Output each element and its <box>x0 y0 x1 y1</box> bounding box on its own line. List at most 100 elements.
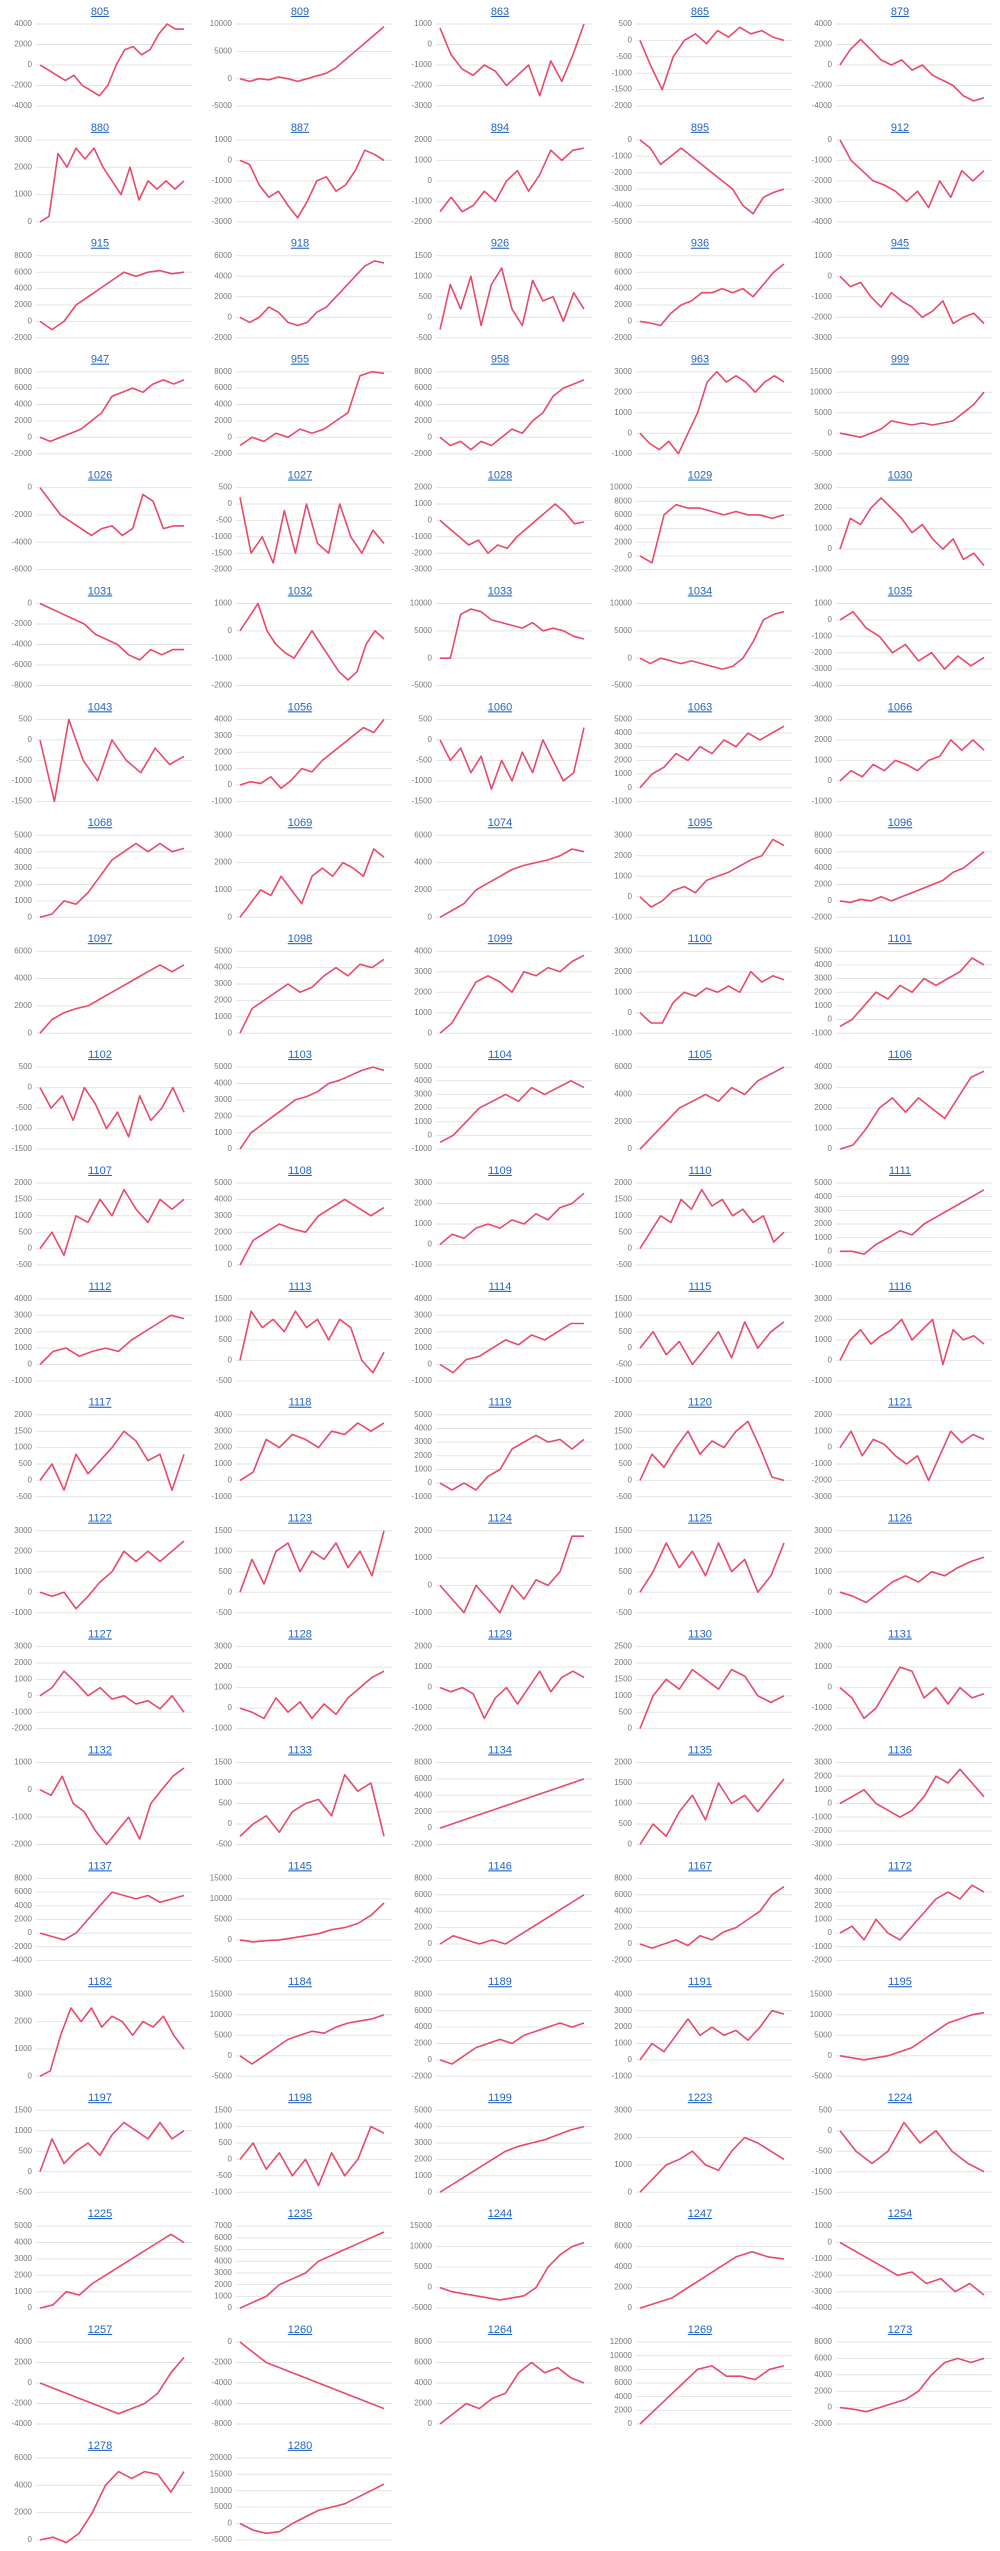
chart-title[interactable]: 1027 <box>288 470 312 482</box>
chart-title[interactable]: 1278 <box>88 2440 112 2452</box>
chart-title[interactable]: 1101 <box>888 933 912 945</box>
chart-title[interactable]: 1130 <box>688 1629 712 1641</box>
chart-title[interactable]: 1113 <box>289 1281 312 1293</box>
chart-title[interactable]: 1043 <box>88 701 112 713</box>
chart-title[interactable]: 1100 <box>688 933 712 945</box>
chart-title[interactable]: 1110 <box>689 1165 712 1177</box>
chart-title[interactable]: 1257 <box>88 2324 112 2336</box>
chart-title[interactable]: 963 <box>691 354 709 366</box>
chart-title[interactable]: 879 <box>891 6 909 18</box>
chart-title[interactable]: 1121 <box>888 1397 912 1409</box>
chart-title[interactable]: 1260 <box>288 2324 312 2336</box>
chart-title[interactable]: 1069 <box>288 817 312 829</box>
chart-title[interactable]: 1122 <box>88 1513 112 1525</box>
chart-title[interactable]: 1033 <box>488 585 512 597</box>
chart-title[interactable]: 863 <box>491 6 509 18</box>
chart-title[interactable]: 1145 <box>288 1860 312 1872</box>
chart-title[interactable]: 1191 <box>688 1976 712 1988</box>
chart-title[interactable]: 1109 <box>488 1165 512 1177</box>
chart-title[interactable]: 1135 <box>688 1744 712 1756</box>
chart-title[interactable]: 1099 <box>488 933 512 945</box>
chart-title[interactable]: 1244 <box>488 2208 512 2220</box>
chart-title[interactable]: 1198 <box>288 2092 312 2104</box>
chart-title[interactable]: 1056 <box>288 701 312 713</box>
chart-title[interactable]: 915 <box>91 238 109 250</box>
chart-title[interactable]: 1134 <box>488 1744 512 1756</box>
chart-title[interactable]: 1127 <box>88 1629 112 1641</box>
chart-title[interactable]: 926 <box>491 238 509 250</box>
chart-title[interactable]: 1032 <box>288 585 312 597</box>
chart-title[interactable]: 1111 <box>889 1165 911 1177</box>
chart-title[interactable]: 1247 <box>688 2208 712 2220</box>
chart-title[interactable]: 1133 <box>288 1744 312 1756</box>
chart-title[interactable]: 1112 <box>89 1281 112 1293</box>
chart-title[interactable]: 809 <box>291 6 309 18</box>
chart-title[interactable]: 1119 <box>489 1397 512 1409</box>
chart-title[interactable]: 1269 <box>688 2324 712 2336</box>
chart-title[interactable]: 1131 <box>888 1629 912 1641</box>
chart-title[interactable]: 895 <box>691 122 709 134</box>
chart-title[interactable]: 1280 <box>288 2440 312 2452</box>
chart-title[interactable]: 1136 <box>888 1744 912 1756</box>
chart-title[interactable]: 1066 <box>888 701 912 713</box>
chart-title[interactable]: 1235 <box>288 2208 312 2220</box>
chart-title[interactable]: 865 <box>691 6 709 18</box>
chart-title[interactable]: 1098 <box>288 933 312 945</box>
chart-title[interactable]: 1195 <box>888 1976 912 1988</box>
chart-title[interactable]: 1224 <box>888 2092 912 2104</box>
chart-title[interactable]: 945 <box>891 238 909 250</box>
chart-title[interactable]: 958 <box>491 354 509 366</box>
chart-title[interactable]: 1097 <box>88 933 112 945</box>
chart-title[interactable]: 918 <box>291 238 309 250</box>
chart-title[interactable]: 1132 <box>88 1744 112 1756</box>
chart-title[interactable]: 1068 <box>88 817 112 829</box>
chart-title[interactable]: 1104 <box>488 1049 512 1061</box>
chart-title[interactable]: 1029 <box>688 470 712 482</box>
chart-title[interactable]: 1197 <box>88 2092 112 2104</box>
chart-title[interactable]: 936 <box>691 238 709 250</box>
chart-title[interactable]: 1030 <box>888 470 912 482</box>
chart-title[interactable]: 1108 <box>288 1165 312 1177</box>
chart-title[interactable]: 1035 <box>888 585 912 597</box>
chart-title[interactable]: 1126 <box>888 1513 912 1525</box>
chart-title[interactable]: 1254 <box>888 2208 912 2220</box>
chart-title[interactable]: 1116 <box>889 1281 912 1293</box>
chart-title[interactable]: 805 <box>91 6 109 18</box>
chart-title[interactable]: 1120 <box>688 1397 712 1409</box>
chart-title[interactable]: 1031 <box>88 585 112 597</box>
chart-title[interactable]: 1105 <box>688 1049 712 1061</box>
chart-title[interactable]: 1199 <box>488 2092 512 2104</box>
chart-title[interactable]: 1074 <box>488 817 512 829</box>
chart-title[interactable]: 1146 <box>488 1860 512 1872</box>
chart-title[interactable]: 1167 <box>688 1860 712 1872</box>
chart-title[interactable]: 1223 <box>688 2092 712 2104</box>
chart-title[interactable]: 1106 <box>888 1049 912 1061</box>
chart-title[interactable]: 1124 <box>488 1513 512 1525</box>
chart-title[interactable]: 1123 <box>288 1513 312 1525</box>
chart-title[interactable]: 1026 <box>88 470 112 482</box>
chart-title[interactable]: 1060 <box>488 701 512 713</box>
chart-title[interactable]: 1028 <box>488 470 512 482</box>
chart-title[interactable]: 1063 <box>688 701 712 713</box>
chart-title[interactable]: 1189 <box>488 1976 512 1988</box>
chart-title[interactable]: 1129 <box>488 1629 512 1641</box>
chart-title[interactable]: 1128 <box>288 1629 312 1641</box>
chart-title[interactable]: 955 <box>291 354 309 366</box>
chart-title[interactable]: 1184 <box>288 1976 312 1988</box>
chart-title[interactable]: 999 <box>891 354 909 366</box>
chart-title[interactable]: 1182 <box>88 1976 112 1988</box>
chart-title[interactable]: 1264 <box>488 2324 512 2336</box>
chart-title[interactable]: 894 <box>491 122 509 134</box>
chart-title[interactable]: 1034 <box>688 585 712 597</box>
chart-title[interactable]: 1125 <box>688 1513 712 1525</box>
chart-title[interactable]: 1096 <box>888 817 912 829</box>
chart-title[interactable]: 1117 <box>89 1397 112 1409</box>
chart-title[interactable]: 947 <box>91 354 109 366</box>
chart-title[interactable]: 1102 <box>88 1049 112 1061</box>
chart-title[interactable]: 1273 <box>888 2324 912 2336</box>
chart-title[interactable]: 1114 <box>489 1281 512 1293</box>
chart-title[interactable]: 880 <box>91 122 109 134</box>
chart-title[interactable]: 1225 <box>88 2208 112 2220</box>
chart-title[interactable]: 887 <box>291 122 309 134</box>
chart-title[interactable]: 1137 <box>88 1860 112 1872</box>
